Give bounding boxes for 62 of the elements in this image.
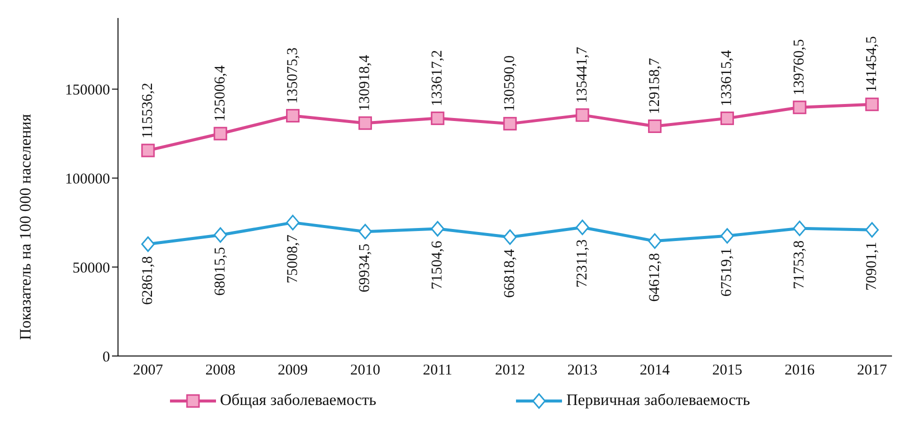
x-tick-label: 2017: [857, 362, 888, 379]
point: [576, 108, 590, 122]
data-label: 71753,8: [792, 240, 808, 290]
data-label: 130590,0: [502, 55, 518, 112]
data-label: 135075,3: [284, 47, 301, 104]
point: [792, 220, 806, 236]
data-label: 141454,5: [864, 36, 880, 92]
x-tick-label: 2011: [422, 362, 452, 379]
point: [141, 236, 155, 252]
x-tick-label: 2013: [567, 362, 598, 379]
point: [503, 116, 517, 130]
data-label: 72311,3: [574, 239, 590, 288]
data-label: 64612,8: [646, 253, 663, 302]
data-label: 129158,7: [646, 57, 663, 114]
x-tick-label: 2007: [133, 362, 164, 379]
data-label: 133617,2: [430, 50, 446, 106]
data-label: 133615,4: [719, 50, 736, 106]
point: [792, 100, 806, 114]
point: [430, 221, 444, 237]
point: [214, 126, 228, 140]
y-tick-label: 100000: [65, 171, 110, 188]
x-tick-label: 2012: [495, 362, 525, 379]
x-tick-label: 2010: [350, 362, 380, 379]
data-label: 70901,1: [864, 242, 880, 291]
point: [720, 112, 734, 126]
point: [865, 98, 879, 112]
data-label: 67519,1: [719, 248, 736, 297]
data-label: 125006,4: [212, 64, 228, 122]
point: [865, 222, 879, 238]
y-tick-label: 0: [102, 349, 110, 366]
point: [286, 108, 300, 122]
data-label: 62861,8: [140, 256, 156, 305]
data-label: 71504,6: [430, 240, 446, 290]
point: [286, 214, 300, 230]
data-label: 139760,5: [792, 39, 808, 96]
point: [141, 144, 155, 158]
data-label: 68015,5: [212, 247, 228, 296]
point: [214, 227, 228, 243]
point: [648, 119, 662, 133]
data-label: 75008,7: [284, 234, 301, 284]
x-tick-label: 2016: [784, 362, 816, 379]
y-tick-label: 50000: [72, 260, 110, 276]
legend-label: Общая заболеваемость: [218, 392, 376, 410]
data-label: 115536,2: [140, 82, 156, 138]
data-label: 130918,4: [357, 54, 374, 112]
point: [430, 112, 444, 126]
data-label: 135441,7: [574, 46, 590, 104]
point: [358, 116, 372, 130]
point: [358, 224, 372, 240]
point: [648, 233, 662, 249]
legend-label: Первичная заболеваемость: [565, 392, 750, 410]
x-tick-label: 2014: [640, 362, 670, 379]
point: [503, 229, 517, 245]
data-label: 66818,4: [502, 248, 518, 298]
x-tick-label: 2008: [205, 362, 236, 379]
y-axis-title: Показатель на 100 000 населения: [18, 113, 35, 340]
data-label: 69934,5: [357, 244, 374, 292]
point: [720, 228, 734, 244]
point: [576, 220, 590, 236]
x-tick-label: 2015: [712, 362, 742, 379]
y-tick-label: 150000: [65, 82, 110, 98]
x-tick-label: 2009: [278, 362, 308, 379]
